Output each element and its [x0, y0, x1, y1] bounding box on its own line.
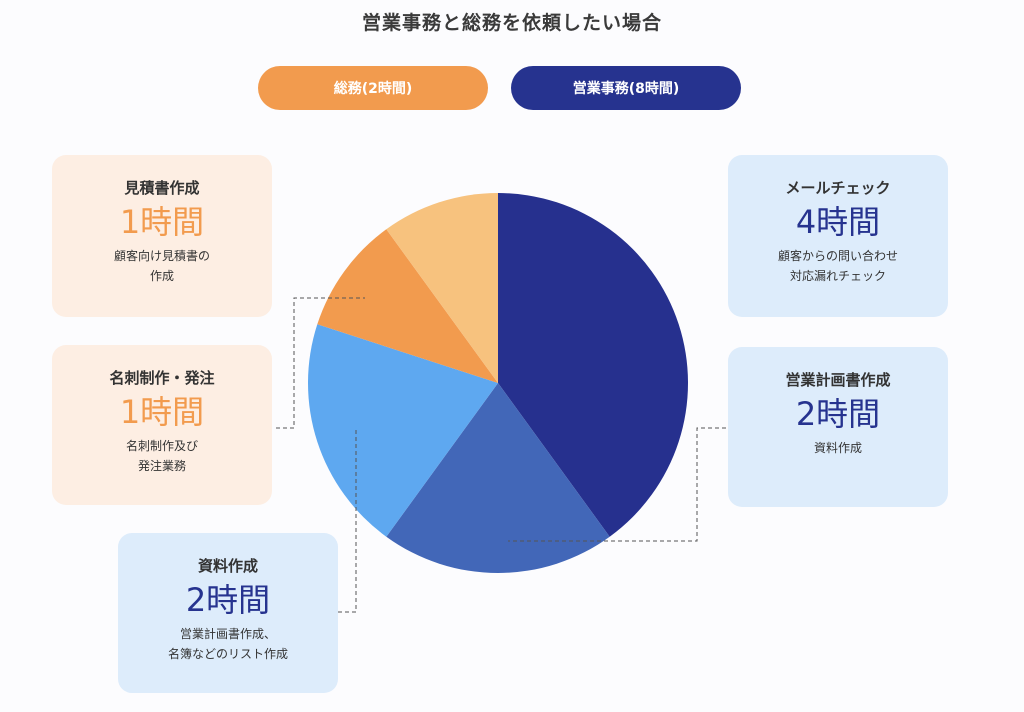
page-title: 営業事務と総務を依頼したい場合	[361, 12, 662, 34]
card-mail-check-hours: 4時間	[795, 203, 881, 241]
card-sales-plan: 営業計画書作成 2時間 資料作成	[728, 347, 948, 507]
card-estimate-title: 見積書作成	[124, 179, 200, 197]
card-business-card-title: 名刺制作・発注	[109, 369, 215, 387]
card-estimate-desc: 顧客向け見積書の 作成	[113, 249, 210, 283]
card-documents-hours: 2時間	[185, 581, 271, 619]
card-estimate: 見積書作成 1時間 顧客向け見積書の 作成	[52, 155, 272, 317]
card-estimate-hours: 1時間	[119, 203, 205, 241]
card-business-card: 名刺制作・発注 1時間 名刺制作及び 発注業務	[52, 345, 272, 505]
card-documents-desc: 営業計画書作成、 名簿などのリスト作成	[167, 627, 288, 661]
connector-sales-plan	[508, 427, 726, 542]
card-sales-plan-title: 営業計画書作成	[785, 371, 891, 389]
card-mail-check-desc: 顧客からの問い合わせ 対応漏れチェック	[777, 249, 898, 283]
pie-slice-3	[317, 229, 498, 383]
pie-slices	[308, 193, 689, 574]
pie-slice-2	[308, 324, 498, 537]
legend-general-affairs: 総務(2時間)	[258, 66, 488, 110]
card-sales-plan-hours: 2時間	[795, 395, 881, 433]
card-documents-title: 資料作成	[197, 557, 258, 575]
card-mail-check: メールチェック 4時間 顧客からの問い合わせ 対応漏れチェック	[728, 155, 948, 317]
card-business-card-desc: 名刺制作及び 発注業務	[125, 439, 198, 473]
connector-documents	[338, 428, 357, 613]
connector-lines	[276, 297, 726, 613]
card-mail-check-title: メールチェック	[785, 179, 891, 197]
pie-slice-1	[386, 383, 610, 574]
card-documents: 資料作成 2時間 営業計画書作成、 名簿などのリスト作成	[118, 533, 338, 693]
pie-slice-0	[498, 193, 689, 537]
pie-slice-4	[386, 193, 498, 383]
card-sales-plan-desc: 資料作成	[813, 441, 862, 455]
legend-sales-admin-label: 営業事務(8時間)	[572, 81, 680, 97]
legend-sales-admin: 営業事務(8時間)	[511, 66, 741, 110]
legend-general-affairs-label: 総務(2時間)	[333, 81, 413, 97]
card-business-card-hours: 1時間	[119, 393, 205, 431]
connector-business-card	[276, 297, 365, 429]
